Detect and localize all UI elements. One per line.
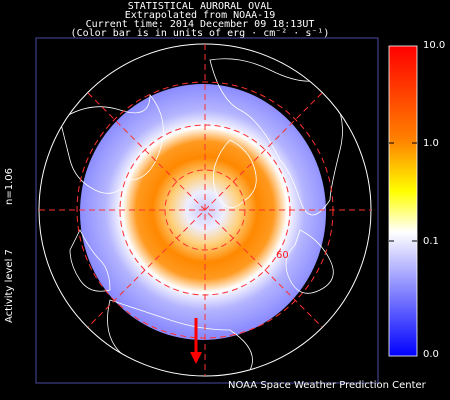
units-line: (Color bar is in units of erg · cm⁻² · s…: [70, 28, 330, 39]
colorbar-label-0: 0.0: [423, 349, 439, 360]
activity-level: Activity level 7: [4, 249, 15, 323]
colorbar-label-1: 1.0: [423, 138, 439, 149]
sun-direction-arrow: [190, 318, 202, 364]
source-line: Extrapolated from NOAA-19: [124, 10, 276, 21]
aurora-oval: [80, 84, 326, 340]
coastlines: [59, 58, 343, 376]
color-bar: [388, 45, 418, 357]
n-value-label: n=1.06: [4, 168, 15, 205]
colorbar-label-0-1: 0.1: [423, 236, 439, 247]
time-line: Current time: 2014 December 09 18:13UT: [85, 19, 315, 30]
colorbar-label-10: 10.0: [423, 40, 446, 51]
longitude-grid: [39, 44, 371, 376]
credit-text: NOAA Space Weather Prediction Center: [228, 380, 426, 391]
latitude-60-label: 60: [276, 250, 289, 261]
map-title: STATISTICAL AURORAL OVAL: [127, 1, 273, 12]
plot-frame: [35, 37, 379, 384]
